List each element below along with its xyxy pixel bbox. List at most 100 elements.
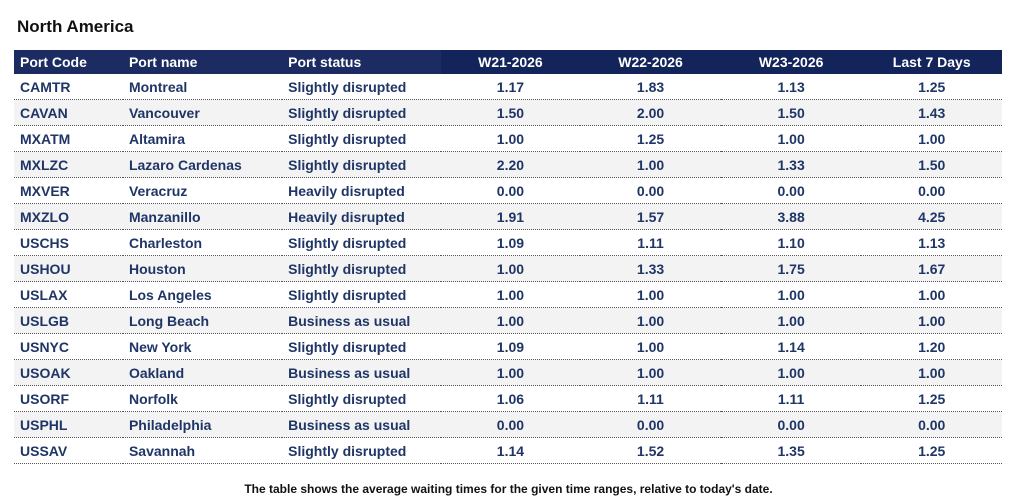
table-cell: Savannah xyxy=(122,437,283,464)
table-cell: 1.91 xyxy=(440,203,581,230)
table-cell: 1.00 xyxy=(580,359,721,386)
table-cell: 1.00 xyxy=(580,307,721,334)
table-cell: USSAV xyxy=(14,437,123,464)
column-header: Port Code xyxy=(14,50,123,74)
table-cell: USOAK xyxy=(14,359,123,386)
table-cell: MXATM xyxy=(14,125,123,152)
table-cell: Slightly disrupted xyxy=(282,437,441,464)
table-cell: Slightly disrupted xyxy=(282,74,441,100)
table-row: USCHS Charleston Slightly disrupted 1.09 1.1… xyxy=(14,229,1002,256)
table-row: MXATM Altamira Slightly disrupted 1.00 1.25 1… xyxy=(14,125,1002,152)
column-header: W23-2026 xyxy=(720,50,862,74)
table-row: USLGB Long Beach Business as usual 1.00 1.00… xyxy=(14,307,1002,334)
table-row: USORF Norfolk Slightly disrupted 1.06 1.11 1.… xyxy=(14,385,1002,412)
table-cell: USORF xyxy=(14,385,123,412)
table-cell: 1.11 xyxy=(580,385,721,412)
table-cell: 1.25 xyxy=(861,385,1002,412)
table-cell: 3.88 xyxy=(720,203,862,230)
table-cell: 1.50 xyxy=(720,99,862,126)
column-header: Port status xyxy=(282,50,441,74)
footnote: The table shows the average waiting time… xyxy=(244,482,773,496)
table-row: MXZLO Manzanillo Heavily disrupted 1.91 1.57… xyxy=(14,203,1002,230)
column-header: Last 7 Days xyxy=(861,50,1002,74)
table-cell: USNYC xyxy=(14,333,123,360)
table-cell: USCHS xyxy=(14,229,123,256)
table-cell: 1.14 xyxy=(720,333,862,360)
table-cell: 1.09 xyxy=(440,333,581,360)
table-cell: MXLZC xyxy=(14,151,123,178)
table-cell: 1.00 xyxy=(440,255,581,282)
table-cell: USLAX xyxy=(14,281,123,308)
table-cell: MXVER xyxy=(14,177,123,204)
table-cell: 1.50 xyxy=(861,151,1002,178)
table-cell: 1.09 xyxy=(440,229,581,256)
table-cell: Long Beach xyxy=(122,307,283,334)
table-cell: 1.00 xyxy=(861,307,1002,334)
table-cell: Business as usual xyxy=(282,359,441,386)
table-cell: New York xyxy=(122,333,283,360)
table-cell: Charleston xyxy=(122,229,283,256)
table-cell: Lazaro Cardenas xyxy=(122,151,283,178)
table-cell: 1.50 xyxy=(440,99,581,126)
table-cell: 0.00 xyxy=(440,411,581,438)
table-cell: 0.00 xyxy=(440,177,581,204)
table-cell: Slightly disrupted xyxy=(282,333,441,360)
table-cell: 1.00 xyxy=(861,281,1002,308)
table-cell: 1.13 xyxy=(861,229,1002,256)
table-row: USHOU Houston Slightly disrupted 1.00 1.33 1.… xyxy=(14,255,1002,282)
table-cell: 0.00 xyxy=(580,177,721,204)
table-row: USNYC New York Slightly disrupted 1.09 1.00 1… xyxy=(14,333,1002,360)
table-cell: Business as usual xyxy=(282,411,441,438)
table-row: USLAX Los Angeles Slightly disrupted 1.00 1.… xyxy=(14,281,1002,308)
table-cell: 1.43 xyxy=(861,99,1002,126)
table-cell: 2.00 xyxy=(580,99,721,126)
column-header: W22-2026 xyxy=(580,50,721,74)
table-cell: 1.00 xyxy=(720,359,862,386)
table-cell: 1.00 xyxy=(440,307,581,334)
table-cell: 1.57 xyxy=(580,203,721,230)
table-row: MXLZC Lazaro Cardenas Slightly disrupted 2.… xyxy=(14,151,1002,178)
table-cell: Slightly disrupted xyxy=(282,125,441,152)
table-cell: 1.33 xyxy=(720,151,862,178)
table-cell: Business as usual xyxy=(282,307,441,334)
table-cell: 1.00 xyxy=(440,125,581,152)
table-cell: 1.83 xyxy=(580,74,721,100)
table-cell: 1.17 xyxy=(440,74,581,100)
table-cell: Norfolk xyxy=(122,385,283,412)
table-cell: 1.11 xyxy=(580,229,721,256)
table-cell: 0.00 xyxy=(861,411,1002,438)
table-cell: Altamira xyxy=(122,125,283,152)
table-cell: 1.33 xyxy=(580,255,721,282)
table-cell: CAVAN xyxy=(14,99,123,126)
table-cell: Veracruz xyxy=(122,177,283,204)
table-cell: 1.11 xyxy=(720,385,862,412)
table-row: USSAV Savannah Slightly disrupted 1.14 1.52 1… xyxy=(14,437,1002,464)
column-header: W21-2026 xyxy=(440,50,581,74)
table-cell: Slightly disrupted xyxy=(282,255,441,282)
table-cell: 1.25 xyxy=(861,74,1002,100)
table-cell: 1.20 xyxy=(861,333,1002,360)
table-cell: 1.00 xyxy=(861,125,1002,152)
table-cell: 1.00 xyxy=(580,333,721,360)
table-row: USPHL Philadelphia Business as usual 0.00 0.… xyxy=(14,411,1002,438)
table-cell: 1.06 xyxy=(440,385,581,412)
table-cell: Oakland xyxy=(122,359,283,386)
section-title: North America xyxy=(17,17,134,36)
table-cell: 1.00 xyxy=(720,281,862,308)
table-cell: 1.00 xyxy=(580,151,721,178)
table-cell: 1.00 xyxy=(440,281,581,308)
table-cell: 1.14 xyxy=(440,437,581,464)
table-cell: 1.67 xyxy=(861,255,1002,282)
table-cell: Heavily disrupted xyxy=(282,203,441,230)
table-cell: 1.00 xyxy=(720,125,862,152)
table-cell: USPHL xyxy=(14,411,123,438)
table-cell: Slightly disrupted xyxy=(282,229,441,256)
table-cell: Slightly disrupted xyxy=(282,385,441,412)
table-cell: 0.00 xyxy=(580,411,721,438)
table-cell: USLGB xyxy=(14,307,123,334)
table-row: CAMTR Montreal Slightly disrupted 1.17 1.83 1… xyxy=(14,74,1002,100)
table-cell: 1.10 xyxy=(720,229,862,256)
table-row: CAVAN Vancouver Slightly disrupted 1.50 2.00… xyxy=(14,99,1002,126)
table-cell: 1.00 xyxy=(440,359,581,386)
table-cell: USHOU xyxy=(14,255,123,282)
